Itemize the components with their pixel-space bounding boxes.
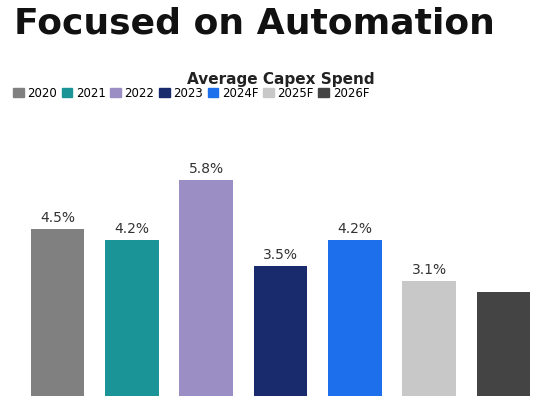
Bar [179,180,233,396]
Text: 4.2%: 4.2% [337,222,372,236]
Bar [477,292,530,396]
Text: 4.5%: 4.5% [40,211,75,225]
Bar [403,281,456,396]
Bar [254,266,307,396]
Text: 5.8%: 5.8% [189,162,224,176]
Text: 4.2%: 4.2% [114,222,149,236]
Bar [31,228,84,396]
Text: 3.5%: 3.5% [263,248,298,262]
Title: Average Capex Spend: Average Capex Spend [186,72,375,86]
Text: Focused on Automation: Focused on Automation [14,6,494,40]
Text: 3.1%: 3.1% [411,263,447,277]
Legend: 2020, 2021, 2022, 2023, 2024F, 2025F, 2026F: 2020, 2021, 2022, 2023, 2024F, 2025F, 20… [12,86,370,101]
Bar [105,240,158,396]
Bar [328,240,382,396]
